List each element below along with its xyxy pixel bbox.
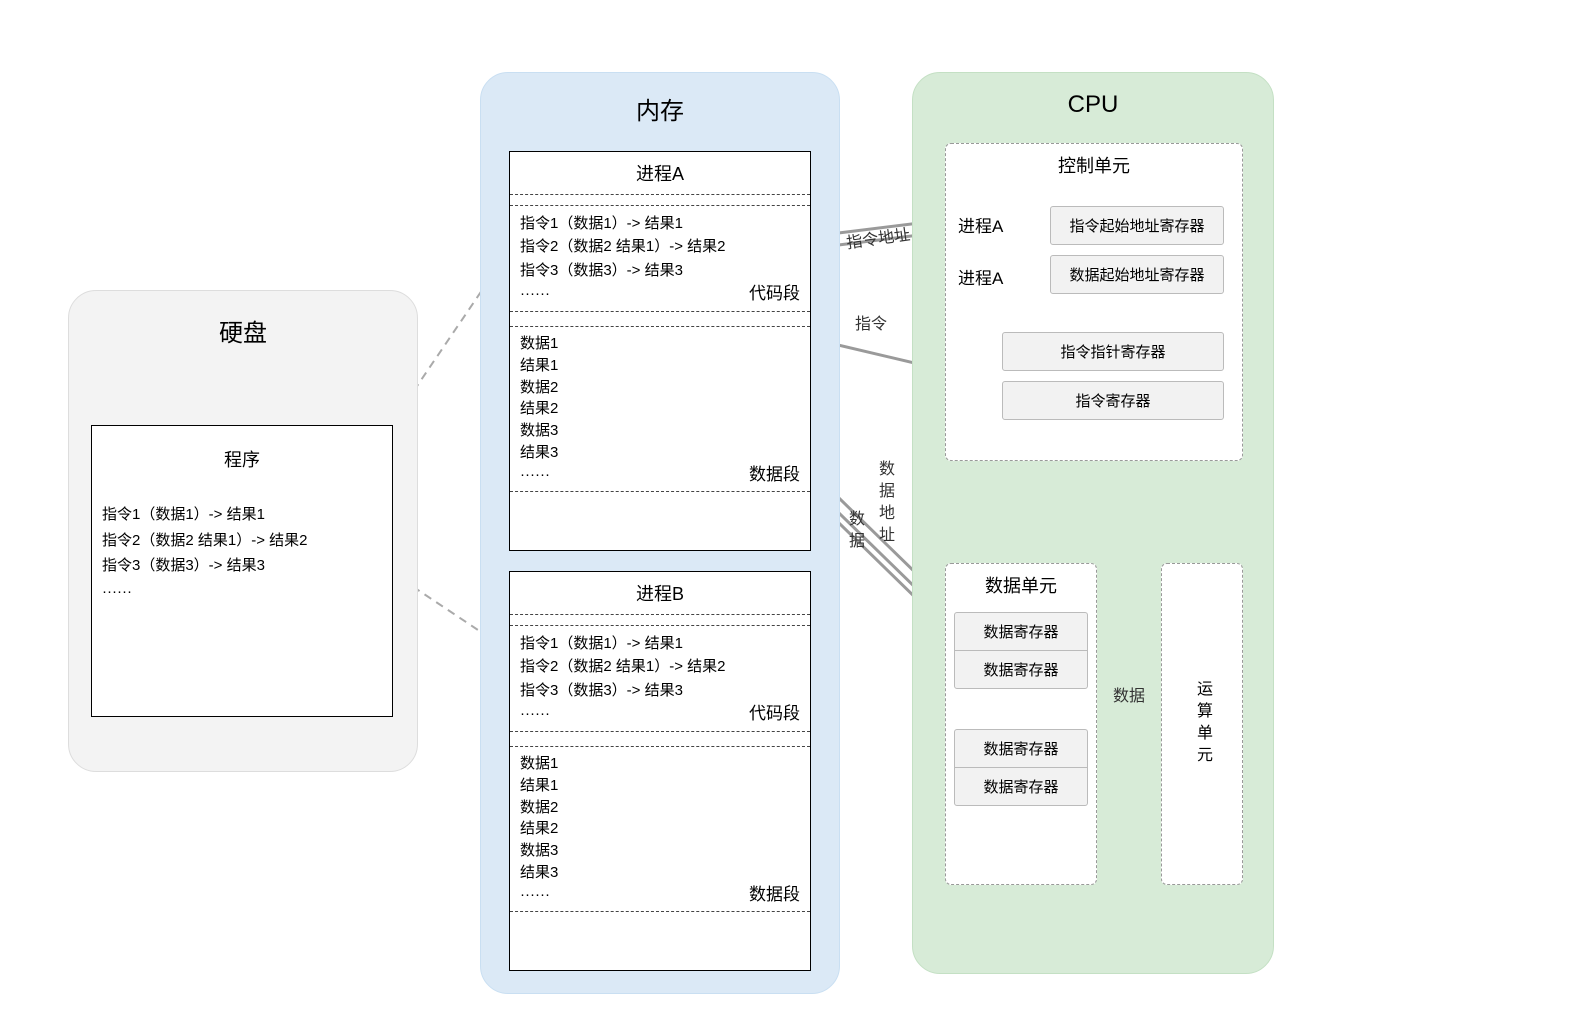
disk-panel: 硬盘 程序 指令1（数据1）-> 结果1 指令2（数据2 结果1）-> 结果2 … [68, 290, 418, 772]
process-b-title: 进程B [510, 572, 810, 615]
data-unit: 数据单元 数据寄存器 数据寄存器 数据寄存器 数据寄存器 [945, 563, 1097, 885]
arithmetic-unit: 运算单元 [1161, 563, 1243, 885]
program-code: 指令1（数据1）-> 结果1 指令2（数据2 结果1）-> 结果2 指令3（数据… [92, 502, 392, 616]
data-reg-3: 数据寄存器 [954, 729, 1088, 767]
proc-a-label-1: 进程A [958, 212, 1003, 237]
control-unit: 控制单元 进程A 进程A 指令起始地址寄存器 数据起始地址寄存器 指令指针寄存器… [945, 143, 1243, 461]
process-b-code-seg: 指令1（数据1）-> 结果1 指令2（数据2 结果1）-> 结果2 指令3（数据… [510, 625, 810, 732]
process-a-data-seg: 数据1 结果1 数据2 结果2 数据3 结果3 ······ 数据段 [510, 326, 810, 492]
instr-base-reg: 指令起始地址寄存器 [1050, 206, 1224, 245]
data-unit-title: 数据单元 [946, 564, 1096, 606]
data-reg-2: 数据寄存器 [954, 650, 1088, 689]
process-b-data-seg: 数据1 结果1 数据2 结果2 数据3 结果3 ······ 数据段 [510, 746, 810, 912]
process-b: 进程B 指令1（数据1）-> 结果1 指令2（数据2 结果1）-> 结果2 指令… [509, 571, 811, 971]
lbl-data: 数据 [842, 510, 866, 554]
lbl-instr: 指令 [855, 310, 887, 334]
program-box: 程序 指令1（数据1）-> 结果1 指令2（数据2 结果1）-> 结果2 指令3… [91, 425, 393, 717]
data-base-reg: 数据起始地址寄存器 [1050, 255, 1224, 294]
instr-ptr-reg: 指令指针寄存器 [1002, 332, 1224, 371]
process-a-code-seg: 指令1（数据1）-> 结果1 指令2（数据2 结果1）-> 结果2 指令3（数据… [510, 205, 810, 312]
program-title: 程序 [92, 426, 392, 502]
process-a-title: 进程A [510, 152, 810, 195]
control-unit-title: 控制单元 [946, 144, 1242, 186]
disk-title: 硬盘 [69, 313, 417, 348]
memory-title: 内存 [481, 91, 839, 126]
data-reg-4: 数据寄存器 [954, 767, 1088, 806]
data-reg-1: 数据寄存器 [954, 612, 1088, 650]
proc-a-label-2: 进程A [958, 264, 1003, 289]
arithmetic-unit-title: 运算单元 [1190, 680, 1214, 768]
lbl-data-addr: 数据地址 [872, 460, 896, 548]
cpu-title: CPU [913, 91, 1273, 119]
memory-panel: 内存 进程A 指令1（数据1）-> 结果1 指令2（数据2 结果1）-> 结果2… [480, 72, 840, 994]
cpu-panel: CPU 控制单元 进程A 进程A 指令起始地址寄存器 数据起始地址寄存器 指令指… [912, 72, 1274, 974]
instr-reg: 指令寄存器 [1002, 381, 1224, 420]
process-a: 进程A 指令1（数据1）-> 结果1 指令2（数据2 结果1）-> 结果2 指令… [509, 151, 811, 551]
lbl-instr-addr: 指令地址 [845, 221, 912, 254]
